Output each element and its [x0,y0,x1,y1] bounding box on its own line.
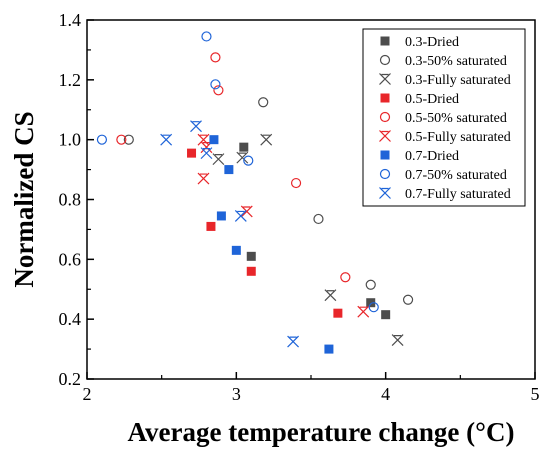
y-tick-label: 1.2 [59,70,82,90]
data-point [123,134,134,145]
data-point [216,211,226,221]
x-tick-label: 5 [531,384,540,404]
legend-marker [379,111,391,123]
x-tick-label: 4 [381,384,390,404]
data-point [209,135,219,145]
legend-label: 0.5-Fully saturated [405,130,511,145]
legend-label: 0.7-50% saturated [405,168,507,183]
data-point [213,85,224,96]
data-point [287,335,300,348]
legend: 0.3-Dried 0.3-50% saturated 0.3-Fully satu… [362,28,526,207]
data-point [210,79,221,90]
data-point [381,310,391,320]
data-point [96,134,108,145]
data-point [239,142,249,152]
legend-label: 0.3-Fully saturated [405,73,511,88]
y-axis-title: Normalized CS [9,111,39,287]
data-point [391,334,404,347]
data-point [197,133,210,146]
legend-marker [379,54,391,66]
data-point [333,308,343,318]
data-point [187,148,197,158]
x-axis-title: Average temperature change (°C) [128,417,515,447]
data-point [324,344,334,354]
legend-label: 0.5-Dried [405,92,459,107]
legend-marker [380,36,390,46]
y-tick-label: 0.4 [59,309,82,329]
data-points [96,31,414,354]
x-tick-label: 3 [232,384,241,404]
data-point [357,305,370,318]
y-tick-label: 0.6 [59,249,82,269]
data-point [206,221,216,231]
y-tick-label: 1.0 [59,130,82,150]
y-tick-label: 1.4 [59,10,82,30]
legend-marker [380,93,390,103]
data-point [201,31,212,42]
legend-marker [380,150,390,160]
legend-label: 0.3-Dried [405,35,459,50]
data-point [190,120,202,133]
data-point [365,279,376,290]
data-point [340,272,351,283]
data-point [200,147,213,160]
legend-label: 0.7-Dried [405,149,459,164]
y-tick-label: 0.2 [59,369,82,389]
data-point [260,133,273,146]
legend-marker [379,73,391,85]
data-point [231,245,241,255]
data-point [324,289,337,302]
data-point [402,294,414,305]
x-tick-label: 2 [83,384,92,404]
data-point [240,205,253,218]
legend-label: 0.7-Fully saturated [405,187,511,202]
data-point [290,177,302,189]
data-point [236,151,249,164]
legend-label: 0.3-50% saturated [405,54,507,69]
legend-marker [379,187,391,199]
data-point [368,302,379,313]
data-point [116,134,127,145]
data-point [258,97,269,108]
data-point [234,210,247,222]
data-point [210,52,221,63]
data-point [246,266,256,276]
axes: 2 3 4 5 0.2 0.4 0.6 0.8 1.0 1.2 1.4 [59,10,540,404]
data-point [224,165,234,175]
data-point [246,251,256,261]
legend-marker [379,130,391,142]
y-tick-label: 0.8 [59,190,82,210]
data-point [243,155,254,166]
legend-label: 0.5-50% saturated [405,111,507,126]
data-point [160,133,173,146]
data-point [212,153,225,166]
data-point [313,213,324,225]
data-point [197,172,210,185]
legend-marker [379,168,391,180]
